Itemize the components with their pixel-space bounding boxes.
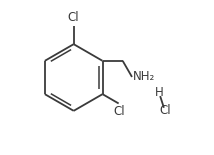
Text: H: H bbox=[155, 86, 163, 100]
Text: Cl: Cl bbox=[114, 105, 125, 118]
Text: NH₂: NH₂ bbox=[133, 70, 156, 83]
Text: Cl: Cl bbox=[68, 11, 79, 24]
Text: Cl: Cl bbox=[159, 104, 171, 117]
